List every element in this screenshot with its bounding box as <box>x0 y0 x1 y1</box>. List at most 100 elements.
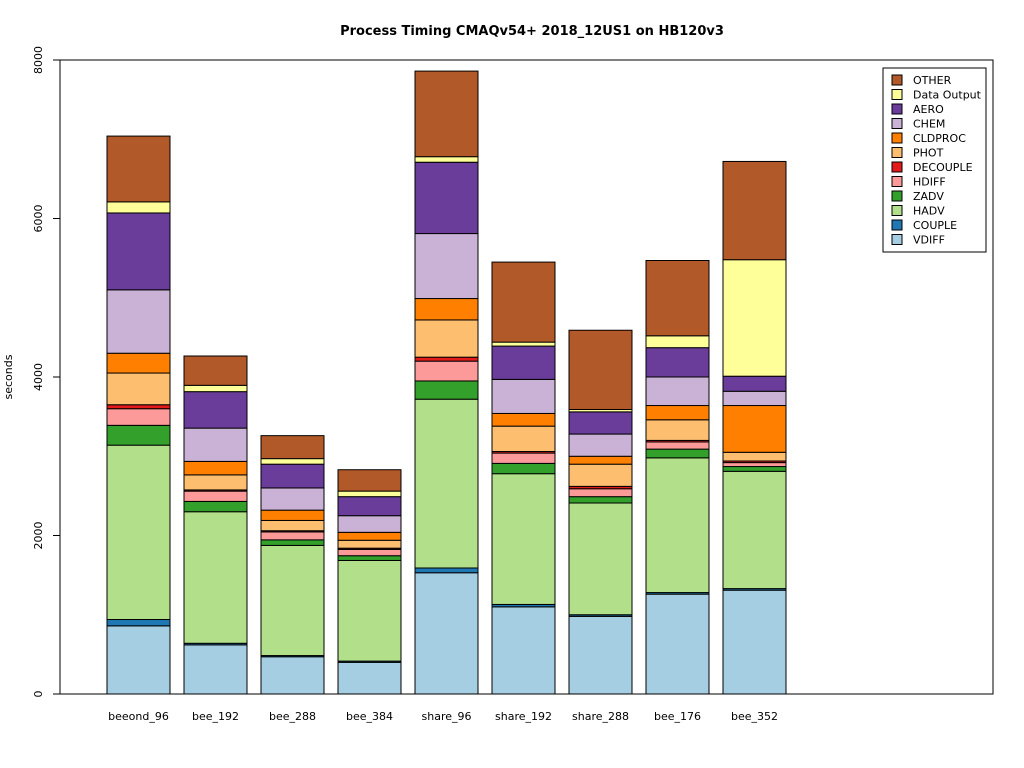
bar-segment-hadv <box>337 559 402 662</box>
bar-segment-decouple <box>106 404 171 410</box>
bar-segment-phot <box>106 372 171 406</box>
bar-segment-zadv <box>491 462 556 475</box>
bar-segment-hadv <box>491 473 556 605</box>
bar-segment-cldproc <box>568 455 633 465</box>
bar-segment-chem <box>491 378 556 414</box>
bar-segment-hadv <box>260 544 325 657</box>
legend-swatch <box>891 205 903 216</box>
bar-segment-aero <box>414 161 479 235</box>
bar-segment-hdiff <box>491 452 556 464</box>
bar-segment-zadv <box>106 424 171 446</box>
x-tick-label: share_192 <box>495 710 552 723</box>
legend-swatch <box>891 219 903 231</box>
legend-label: DECOUPLE <box>913 161 973 174</box>
bar-segment-aero <box>183 391 248 429</box>
bar-segment-cldproc <box>337 531 402 541</box>
bar-segment-other <box>414 70 479 158</box>
bar-segment-chem <box>722 390 787 407</box>
bar-segment-chem <box>106 289 171 354</box>
x-tick-label: bee_288 <box>269 710 316 723</box>
legend-swatch <box>891 234 903 245</box>
bar-segment-other <box>337 469 402 492</box>
x-tick-label: bee_176 <box>654 710 701 723</box>
bar-segment-other <box>260 435 325 460</box>
bar-segment-zadv <box>183 500 248 513</box>
y-tick-label: 6000 <box>32 205 45 233</box>
bar-segment-zadv <box>260 539 325 546</box>
y-tick-label: 8000 <box>32 46 45 74</box>
legend-swatch <box>891 74 903 86</box>
bar-segment-hadv <box>106 444 171 621</box>
bar-segment-cldproc <box>260 509 325 521</box>
y-tick-label: 4000 <box>32 363 45 391</box>
bar-segment-phot <box>722 451 787 462</box>
bar-segment-zadv <box>337 555 402 561</box>
x-tick-label: share_288 <box>572 710 629 723</box>
bar-segment-decouple <box>414 356 479 362</box>
bar-segment-couple <box>414 567 479 574</box>
bar-segment-hdiff <box>645 441 710 450</box>
bar-segment-aero <box>491 345 556 380</box>
bar-segment-cldproc <box>414 298 479 321</box>
legend-label: HDIFF <box>913 176 946 189</box>
bar-segment-phot <box>183 474 248 491</box>
y-axis: 0 2000 4000 6000 8000 <box>32 46 61 698</box>
bar-segment-hadv <box>568 502 633 616</box>
bar-segment-vdiff <box>491 606 556 695</box>
legend-label: COUPLE <box>913 219 957 232</box>
bar-segment-vdiff <box>337 661 402 695</box>
bar-segment-hdiff <box>414 360 479 382</box>
bar-segment-other <box>568 329 633 410</box>
x-tick-label: bee_192 <box>192 710 239 723</box>
bar-segment-hdiff <box>568 488 633 498</box>
bar-segment-phot <box>260 519 325 532</box>
bar-segment-cldproc <box>183 460 248 476</box>
legend-label: CLDPROC <box>913 132 966 145</box>
bar-segment-chem <box>645 376 710 407</box>
bar-segment-data-output <box>337 490 402 498</box>
legend-label: Data Output <box>913 89 982 102</box>
bar-segment-zadv <box>645 448 710 459</box>
bar-segment-hadv <box>414 398 479 569</box>
legend-swatch <box>891 118 903 129</box>
bar-segment-zadv <box>722 466 787 472</box>
bar-segment-hadv <box>183 511 248 644</box>
legend-label: CHEM <box>913 118 945 131</box>
legend-swatch <box>891 176 903 187</box>
legend-label: AERO <box>913 103 944 116</box>
legend-label: ZADV <box>913 190 944 203</box>
bar-segment-data-output <box>183 384 248 393</box>
legend-label: PHOT <box>913 147 944 160</box>
x-tick-label: share_96 <box>422 710 472 723</box>
bar-segment-data-output <box>106 201 171 214</box>
bar-segment-chem <box>414 233 479 300</box>
legend-swatch <box>891 89 903 100</box>
legend-label: OTHER <box>913 74 952 87</box>
bar-segment-zadv <box>414 380 479 400</box>
chart-title: Process Timing CMAQv54+ 2018_12US1 on HB… <box>340 24 724 39</box>
bar-segment-chem <box>183 427 248 462</box>
bar-segment-chem <box>260 487 325 511</box>
bar-segment-chem <box>568 433 633 457</box>
bar-segment-zadv <box>568 496 633 504</box>
x-tick-labels: beeond_96 bee_192 bee_288 bee_384 share_96 sh… <box>108 710 778 723</box>
bar-segment-vdiff <box>414 572 479 695</box>
bar-segment-hadv <box>722 470 787 590</box>
bar-segment-chem <box>337 515 402 533</box>
bar-segment-aero <box>645 347 710 378</box>
bar-segment-data-output <box>491 341 556 347</box>
legend-swatch <box>891 161 903 173</box>
y-tick-label: 2000 <box>32 522 45 550</box>
bar-segment-other <box>645 260 710 337</box>
y-axis-label: seconds <box>2 354 15 399</box>
bar-segment-hdiff <box>183 490 248 502</box>
bar-segment-cldproc <box>722 405 787 453</box>
x-tick-label: bee_384 <box>346 710 393 723</box>
bar-segment-data-output <box>645 335 710 349</box>
bar-segment-vdiff <box>106 625 171 695</box>
y-tick-label: 0 <box>32 691 45 698</box>
bar-segment-hdiff <box>106 408 171 426</box>
bar-segment-aero <box>568 411 633 435</box>
